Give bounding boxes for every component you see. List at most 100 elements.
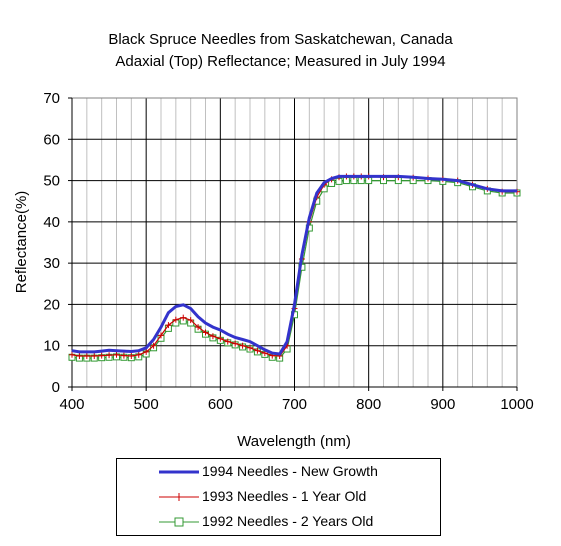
- legend-label-1994: 1994 Needles - New Growth: [202, 463, 378, 479]
- data-point: [232, 340, 239, 347]
- data-point: [202, 329, 209, 336]
- data-point: [345, 175, 347, 177]
- x-tick-label: 800: [356, 396, 381, 413]
- data-point: [116, 350, 117, 352]
- legend: 1994 Needles - New Growth 1993 Needles -…: [116, 458, 441, 536]
- data-point: [106, 352, 113, 359]
- y-axis-label: Reflectance(%): [13, 191, 30, 294]
- data-point: [457, 180, 459, 182]
- data-point: [93, 351, 95, 353]
- data-point: [135, 351, 142, 358]
- legend-item-1993: 1993 Needles - 1 Year Old: [117, 487, 440, 507]
- data-point: [172, 316, 179, 323]
- data-point: [360, 175, 362, 177]
- data-point: [271, 352, 273, 354]
- data-point: [130, 350, 132, 352]
- data-point: [71, 350, 73, 352]
- legend-swatch-1992: [159, 517, 199, 527]
- data-point: [113, 351, 120, 358]
- y-tick-label: 70: [43, 90, 60, 107]
- data-point: [165, 322, 172, 329]
- data-point: [308, 217, 310, 219]
- data-point: [145, 347, 147, 349]
- legend-label-1993: 1993 Needles - 1 Year Old: [202, 488, 367, 504]
- data-point: [205, 322, 206, 324]
- data-point: [249, 341, 251, 343]
- data-point: [180, 314, 187, 321]
- data-point: [138, 350, 140, 352]
- x-tick-label: 700: [282, 396, 307, 413]
- data-point: [98, 352, 105, 359]
- data-point: [209, 333, 216, 340]
- y-tick-label: 60: [43, 131, 60, 148]
- data-point: [153, 339, 155, 341]
- data-point: [143, 348, 150, 355]
- data-point: [516, 190, 518, 192]
- data-point: [190, 308, 192, 310]
- data-point: [472, 184, 473, 186]
- data-point: [427, 178, 429, 180]
- chart-title: Black Spruce Needles from Saskatchewan, …: [108, 31, 453, 48]
- data-point: [160, 326, 162, 328]
- data-point: [294, 303, 295, 305]
- data-point: [323, 182, 325, 184]
- legend-item-1994: 1994 Needles - New Growth: [117, 462, 440, 482]
- data-point: [442, 178, 444, 180]
- data-point: [301, 254, 303, 256]
- data-point: [338, 175, 340, 177]
- y-tick-label: 20: [43, 296, 60, 313]
- data-point: [286, 341, 288, 343]
- axes: 400 500 600 700 800 900 1000 0 10 20 30 40 50 60 70: [43, 90, 533, 413]
- data-point: [83, 353, 90, 360]
- data-point: [123, 350, 125, 352]
- data-point: [128, 353, 135, 360]
- x-tick-label: 1000: [500, 396, 533, 413]
- data-point: [219, 329, 221, 331]
- data-point: [239, 342, 246, 349]
- y-tick-label: 50: [43, 173, 60, 190]
- y-tick-label: 10: [43, 338, 60, 355]
- data-point: [368, 175, 370, 177]
- data-point: [212, 326, 214, 328]
- data-point: [227, 333, 229, 335]
- y-tick-label: 40: [43, 214, 60, 231]
- data-point: [501, 190, 503, 192]
- data-point: [247, 344, 253, 351]
- data-point: [182, 304, 184, 306]
- data-point: [120, 352, 127, 359]
- x-tick-label: 500: [134, 396, 159, 413]
- x-tick-label: 400: [59, 396, 84, 413]
- x-tick-label: 900: [430, 396, 455, 413]
- data-point: [353, 175, 355, 177]
- data-point: [264, 349, 266, 351]
- data-point: [254, 347, 261, 354]
- data-point: [78, 351, 80, 353]
- data-point: [331, 178, 333, 180]
- legend-item-1992: 1992 Needles - 2 Years Old: [117, 512, 440, 532]
- data-point: [187, 317, 194, 324]
- data-point: [279, 353, 281, 355]
- data-point: [316, 192, 318, 194]
- data-point: [158, 332, 164, 339]
- chart-subtitle: Adaxial (Top) Reflectance; Measured in J…: [115, 53, 446, 70]
- data-point: [175, 305, 177, 307]
- data-point: [486, 188, 488, 190]
- data-point: [256, 345, 258, 347]
- x-tick-label: 600: [208, 396, 233, 413]
- data-point: [397, 175, 399, 177]
- legend-swatch-1993: [159, 493, 199, 501]
- grid: [72, 98, 517, 387]
- series-layer: [68, 173, 521, 362]
- legend-label-1992: 1992 Needles - 2 Years Old: [202, 513, 374, 529]
- x-axis-label: Wavelength (nm): [237, 433, 351, 450]
- data-point: [242, 339, 244, 341]
- data-point: [217, 335, 224, 342]
- data-point: [234, 336, 236, 338]
- data-point: [76, 353, 83, 360]
- data-point: [195, 324, 202, 331]
- y-tick-label: 0: [52, 379, 60, 396]
- data-point: [150, 342, 157, 349]
- data-point: [86, 351, 88, 353]
- data-point: [108, 349, 110, 351]
